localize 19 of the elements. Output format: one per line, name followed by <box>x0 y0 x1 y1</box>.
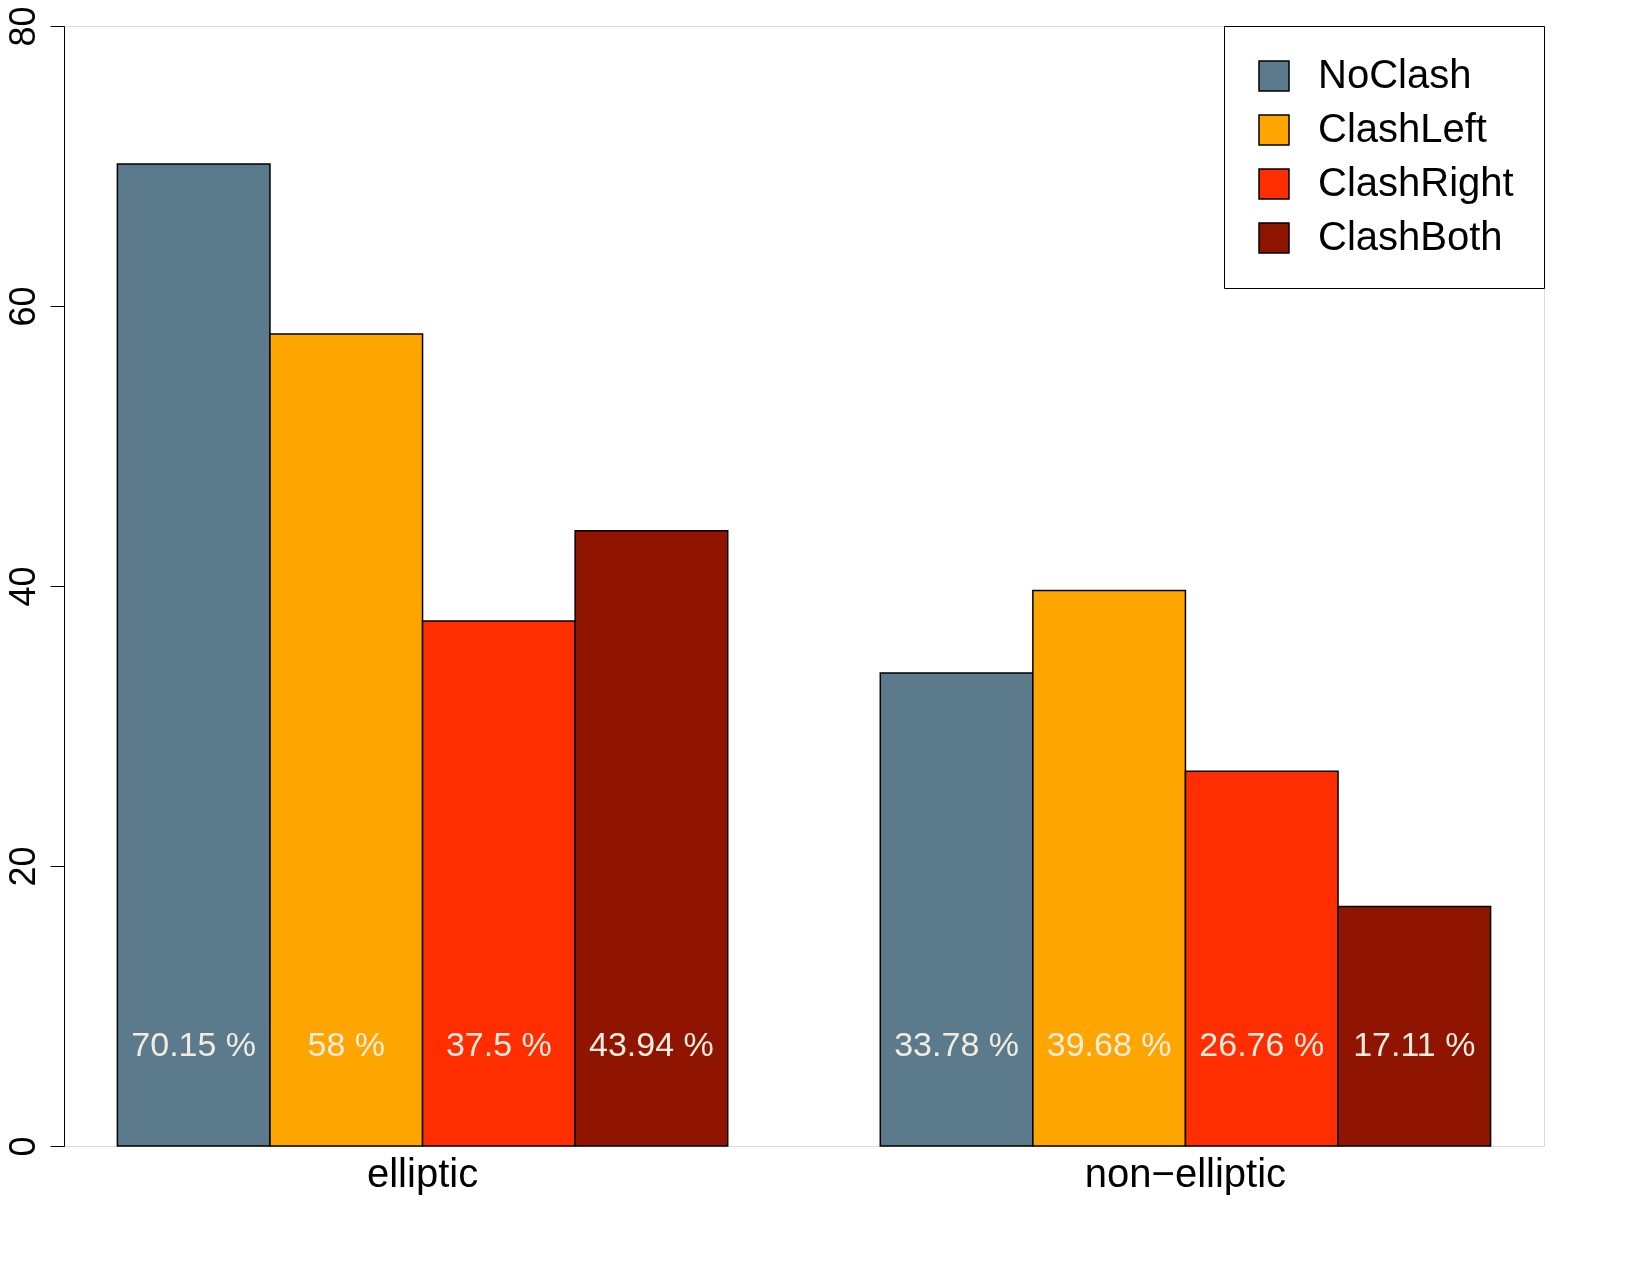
legend-label: ClashRight <box>1318 160 1514 204</box>
y-tick-label: 60 <box>1 286 43 327</box>
y-tick-label: 20 <box>1 846 43 887</box>
data-label: 39.68 % <box>1046 1025 1172 1063</box>
legend-label: ClashBoth <box>1318 214 1503 258</box>
data-label: 43.94 % <box>589 1025 714 1063</box>
y-tick-label: 40 <box>1 566 43 607</box>
data-label: 26.76 % <box>1199 1025 1325 1063</box>
data-label: 33.78 % <box>894 1025 1019 1063</box>
data-label: 37.5 % <box>445 1025 552 1063</box>
data-label: 58 % <box>307 1025 386 1063</box>
legend-label: NoClash <box>1318 52 1472 96</box>
x-tick-label: elliptic <box>366 1150 479 1195</box>
data-label: 17.11 % <box>1353 1025 1476 1063</box>
y-tick-label: 0 <box>1 1136 43 1157</box>
y-tick-label: 80 <box>1 6 43 47</box>
x-tick-label: non−elliptic <box>1084 1150 1287 1195</box>
data-label: 70.15 % <box>131 1025 257 1063</box>
legend-label: ClashLeft <box>1318 106 1487 150</box>
